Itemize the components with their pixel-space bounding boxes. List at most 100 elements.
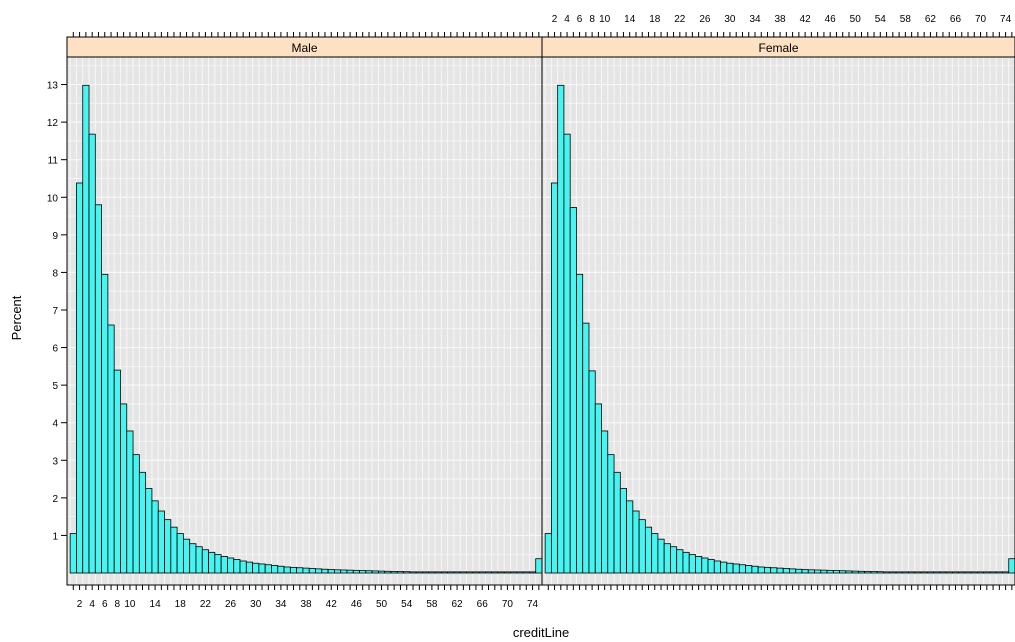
histogram-bar <box>409 571 417 574</box>
histogram-bar <box>557 84 565 574</box>
y-tick-label: 1 <box>52 531 58 542</box>
histogram-bar <box>289 566 298 574</box>
histogram-bar <box>801 569 809 574</box>
histogram-bar <box>126 430 134 574</box>
histogram-bar <box>1008 558 1015 574</box>
histogram-bar <box>619 488 627 574</box>
histogram-bar <box>544 533 552 574</box>
histogram-bar <box>69 533 77 574</box>
y-tick-label: 6 <box>52 344 58 355</box>
histogram-bar <box>814 569 822 574</box>
histogram-bar <box>422 571 430 574</box>
histogram-bar <box>271 565 279 574</box>
histogram-bar <box>428 571 436 574</box>
histogram-bar <box>365 570 373 574</box>
x-tick-label: 18 <box>175 599 187 610</box>
histogram-bar <box>782 568 790 574</box>
histogram-bar <box>644 526 653 574</box>
histogram-bar <box>522 571 530 574</box>
x-tick-label: 46 <box>351 599 363 610</box>
x-tick-label: 34 <box>749 14 761 25</box>
histogram-bar <box>588 370 596 574</box>
histogram-bar <box>327 569 335 574</box>
histogram-bar <box>516 571 524 574</box>
x-tick-label: 62 <box>452 599 464 610</box>
x-tick-label: 30 <box>724 14 736 25</box>
histogram-bar <box>688 554 696 574</box>
histogram-bar <box>970 571 978 574</box>
histogram-bar <box>983 571 991 574</box>
y-tick-label: 8 <box>52 268 58 279</box>
y-tick-label: 3 <box>52 456 58 467</box>
histogram-bar <box>770 567 778 574</box>
histogram-bar <box>535 558 543 574</box>
x-tick-label: 70 <box>502 599 514 610</box>
histogram-bar <box>157 510 165 574</box>
histogram-bar <box>638 519 646 574</box>
histogram-bar <box>101 273 109 574</box>
histogram-bar <box>378 570 386 574</box>
histogram-bar <box>315 568 323 574</box>
histogram-bar <box>176 533 184 574</box>
histogram-bar <box>926 571 934 574</box>
histogram-bar <box>776 567 784 574</box>
histogram-bar <box>594 403 602 574</box>
histogram-bar <box>951 571 960 574</box>
x-tick-label: 14 <box>624 14 636 25</box>
histogram-bar <box>720 561 728 574</box>
histogram-bar <box>484 571 493 574</box>
histogram-bar <box>113 369 121 574</box>
panel-frame <box>541 56 1015 586</box>
x-tick-label: 66 <box>950 14 962 25</box>
histogram-bar <box>977 571 985 574</box>
y-tick-label: 7 <box>52 306 58 317</box>
histogram-bar <box>713 560 721 574</box>
histogram-bar <box>895 571 903 574</box>
x-tick-label: 14 <box>150 599 162 610</box>
histogram-bar <box>569 207 577 574</box>
y-tick-label: 13 <box>47 81 59 92</box>
histogram-bar <box>497 571 505 574</box>
x-tick-label: 34 <box>275 599 287 610</box>
panels-layer: Male Female <box>66 32 1015 590</box>
histogram-bar <box>701 557 709 574</box>
x-tick-label: 50 <box>376 599 388 610</box>
x-tick-label: 70 <box>975 14 987 25</box>
x-tick-label: 66 <box>477 599 489 610</box>
histogram-bar <box>529 571 537 574</box>
x-tick-label: 2 <box>552 14 558 25</box>
histogram-bar <box>995 571 1003 574</box>
histogram-bar <box>182 538 191 574</box>
histogram-bar <box>308 568 316 574</box>
histogram-bar <box>945 571 953 574</box>
histogram-bar <box>472 571 480 574</box>
histogram-bar <box>510 571 518 574</box>
histogram-bar <box>826 569 834 574</box>
histogram-bar <box>145 488 153 574</box>
histogram-bar <box>789 568 797 574</box>
histogram-bar <box>403 571 411 574</box>
histogram-bar <box>657 538 665 574</box>
histogram-bar <box>359 570 367 574</box>
x-tick-label: 46 <box>825 14 837 25</box>
y-tick-label: 10 <box>47 193 59 204</box>
histogram-bar <box>415 571 423 574</box>
x-tick-label: 4 <box>564 14 570 25</box>
histogram-bar <box>582 322 590 574</box>
histogram-bar <box>550 182 559 574</box>
histogram-bar <box>120 403 128 574</box>
histogram-bar <box>440 571 449 574</box>
histogram-bar <box>851 570 859 574</box>
x-tick-label: 74 <box>1000 14 1012 25</box>
histogram-bar <box>296 567 304 574</box>
histogram-bar <box>220 556 228 574</box>
histogram-bar <box>876 571 884 574</box>
histogram-bar <box>795 568 803 574</box>
histogram-bar <box>245 561 253 574</box>
histogram-bar <box>764 566 772 574</box>
x-tick-label: 50 <box>850 14 862 25</box>
x-tick-label: 22 <box>200 599 212 610</box>
histogram-bar <box>258 563 266 574</box>
histogram-bar <box>870 571 878 574</box>
histogram-bar <box>1002 571 1010 574</box>
